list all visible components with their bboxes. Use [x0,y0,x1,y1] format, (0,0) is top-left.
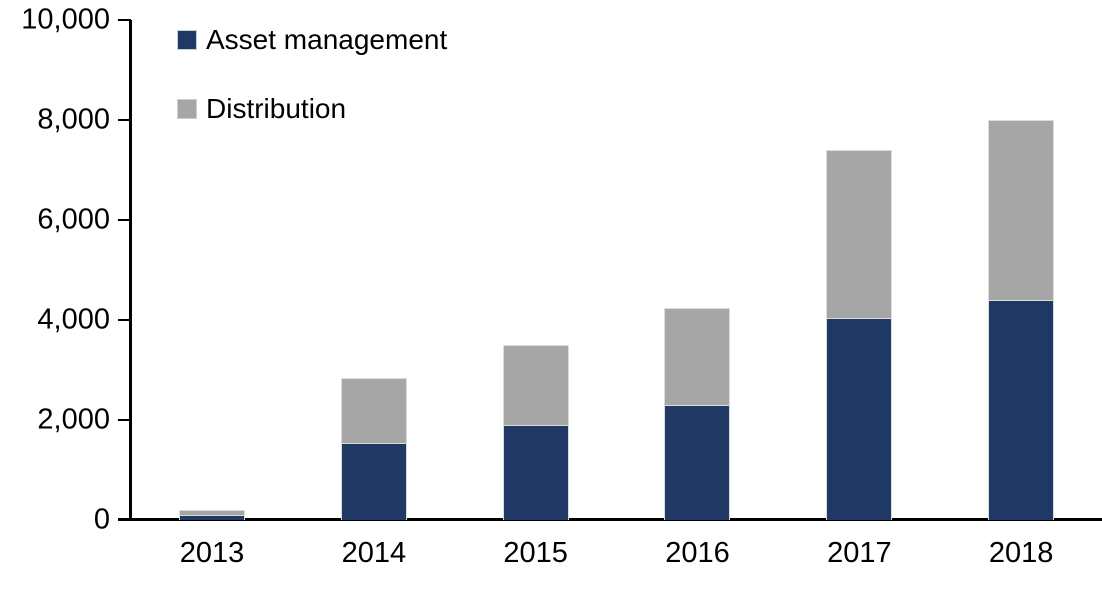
bar-segment-asset-management-2013 [178,515,245,520]
y-axis-line [129,20,132,521]
y-tick-label: 6,000 [37,203,110,236]
x-axis-label-2017: 2017 [827,537,892,569]
y-tick-label: 4,000 [37,303,110,336]
bar-segment-asset-management-2014 [340,442,407,520]
y-tick-mark [118,18,131,22]
y-tick-mark [118,418,131,422]
bar-2013 [178,510,245,520]
y-tick-mark [118,318,131,322]
bar-segment-distribution-2013 [178,510,245,515]
y-tick-mark [118,118,131,122]
bar-2018 [988,120,1055,520]
x-axis-label-2014: 2014 [341,537,407,569]
bar-segment-asset-management-2015 [502,425,569,520]
legend: Asset management Distribution [177,24,447,165]
legend-item-distribution: Distribution [177,93,447,124]
bar-segment-distribution-2016 [664,307,731,405]
legend-swatch-icon [177,29,197,50]
bar-segment-asset-management-2017 [826,317,893,520]
y-tick-label: 10,000 [21,3,110,36]
x-axis-label-2015: 2015 [503,537,568,569]
bar-2016 [664,307,731,520]
x-axis-label-2013: 2013 [179,537,245,569]
legend-item-asset-management: Asset management [177,24,447,55]
bar-2015 [502,345,569,520]
bar-segment-asset-management-2016 [664,405,731,520]
bar-segment-asset-management-2018 [988,300,1055,520]
bar-segment-distribution-2017 [826,150,893,318]
x-axis-label-2018: 2018 [988,537,1054,569]
y-tick-mark [118,218,131,222]
legend-label: Asset management [206,23,448,55]
bar-segment-distribution-2018 [988,120,1055,300]
x-axis-line [118,518,1102,521]
y-tick-label: 2,000 [37,403,110,436]
bar-segment-distribution-2014 [340,377,407,443]
y-tick-label: 0 [93,503,110,536]
bar-2017 [826,150,893,520]
y-tick-label: 8,000 [37,103,110,136]
legend-swatch-icon [177,98,197,119]
x-axis-label-2016: 2016 [665,537,730,569]
bar-segment-distribution-2015 [502,345,569,425]
bar-2014 [340,377,407,520]
legend-label: Distribution [206,92,347,124]
